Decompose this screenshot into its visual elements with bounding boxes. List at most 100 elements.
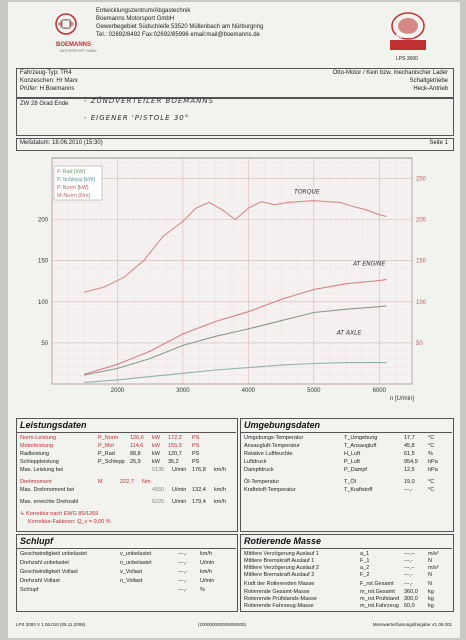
y-right-tick-label: 50: [416, 341, 423, 347]
table-row: Rotierende Prüfstands-Masse m_rot.Prüfsta…: [244, 595, 448, 603]
correction-norm: ↳ Korrektur nach EWG 80/1269: [20, 511, 99, 517]
series-point: [378, 279, 380, 282]
handwritten-note-2: - EIGENER 'PISTOLE 30°: [84, 114, 190, 122]
series-point: [182, 344, 184, 346]
series-point: [280, 364, 282, 366]
table-row: Norm-Leistung P_Norm 126,6 kW 172,2 PS: [20, 434, 232, 442]
row-symbol: a_1: [360, 551, 370, 557]
series-point: [162, 235, 164, 237]
engine-type: Otto-Motor / Kein bzw. mechanischer Lade…: [332, 70, 448, 76]
series-point: [287, 201, 289, 203]
row-symbol: P_Dampf: [344, 467, 367, 473]
row-unit: hPa: [428, 459, 438, 465]
maha-logo: [384, 10, 432, 54]
table-row: Schleppleistung P_Schlepp 25,9 kW 35,2 PS: [20, 458, 232, 466]
series-point: [116, 363, 119, 365]
vehicle-type: Fahrzeug-Typ: TR4: [20, 70, 72, 76]
row-unit: kg: [428, 603, 434, 609]
row-symbol: P_Schlepp: [98, 459, 125, 465]
row-value-kw: 114,6: [130, 443, 144, 449]
footer-serial: (100000000000000000): [198, 622, 247, 627]
max-rpm-speed: 179,4: [192, 499, 206, 505]
series-point: [385, 305, 387, 307]
footer-software: Messwerterfassungsfreigabe V1.09.001: [372, 622, 452, 627]
ignition-note: ZW 28 Grad Ende: [20, 101, 69, 107]
table-row: Umgebungs-Temperatur T_Umgebung 17,7 °C: [244, 434, 448, 442]
series-line-0: [84, 200, 386, 293]
series-point: [385, 279, 387, 281]
row-unit: N: [428, 581, 432, 587]
series-point: [313, 200, 315, 202]
row-unit-ps: PS: [192, 443, 200, 449]
x-tick-label: 4000: [242, 388, 256, 394]
row-symbol: F_1: [360, 558, 370, 564]
table-row: Mittlere Verzögerung Auslauf 1 a_1 ---,-- m…: [244, 550, 448, 558]
row-unit: m/s²: [428, 565, 439, 571]
row-unit: %: [200, 587, 205, 593]
row-unit-kw: kW: [152, 435, 160, 441]
company-line-3: Gewerbegebiet Südschleife 53520 Müllenba…: [96, 24, 264, 30]
x-tick-label: 2000: [111, 388, 125, 394]
series-point: [339, 201, 341, 203]
boemanns-logo: [46, 10, 86, 44]
rpm-unit: U/min: [172, 499, 187, 505]
environment-rows: Umgebungs-Temperatur T_Umgebung 17,7 °C Ansa…: [244, 434, 448, 494]
row-unit-kw: kW: [152, 443, 160, 449]
series-point: [234, 219, 236, 221]
row-value: 61,5: [404, 451, 415, 457]
row-label: Mittlere Bremskraft Auslauf 1: [244, 558, 315, 564]
series-point: [221, 209, 223, 211]
table-row: Motorleistung P_Mot 114,6 kW 155,9 PS: [20, 442, 232, 450]
series-point: [215, 335, 217, 337]
row-unit: m/s²: [428, 551, 439, 557]
max-power-row: Max. Leistung bei 6135 U/min 176,8 km/h: [20, 466, 232, 474]
max-torque-label: Max. Drehmoment bei: [20, 487, 75, 493]
max-rpm-value: 6225: [152, 499, 165, 505]
performance-title: Leistungsdaten: [20, 420, 87, 430]
row-unit: km/h: [200, 551, 212, 557]
y-right-tick-label: 150: [416, 259, 427, 265]
row-label: Radleistung: [20, 451, 50, 457]
series-point: [123, 276, 125, 278]
row-unit: kg: [428, 596, 434, 602]
series-point: [149, 357, 151, 360]
row-label: Kraft der Rotierenden Masse: [244, 581, 315, 587]
row-symbol: v_unbelastet: [120, 551, 152, 557]
row-unit-ps: PS: [192, 451, 200, 457]
series-point: [247, 366, 249, 369]
slip-box: [16, 534, 238, 612]
row-label: Mittlere Bremskraft Auslauf 2: [244, 572, 315, 578]
row-symbol: P_Rad: [98, 451, 115, 457]
x-tick-label: 5000: [307, 388, 321, 394]
dyno-model: LPS 3000: [396, 56, 418, 62]
series-point: [352, 205, 354, 208]
row-symbol: m_rot.Prüfstand: [360, 596, 400, 602]
gearbox-type: Schaltgetriebe: [409, 78, 448, 84]
table-row: Dampfdruck P_Dampf 12,5 hPa: [244, 466, 448, 474]
row-label: Rotierende Fahrzeug-Masse: [244, 603, 314, 609]
row-label: Rotierende Prüfstands-Masse: [244, 596, 317, 602]
max-power-speed: 176,8: [192, 467, 206, 473]
row-label: Geschwindigkeit Vollast: [20, 569, 78, 575]
series-point: [84, 381, 86, 383]
table-row: Kraftstoff-Temperatur T_Kraftstoff ---,- °C: [244, 486, 448, 494]
performance-rows: Norm-Leistung P_Norm 126,6 kW 172,2 PS Motorle…: [20, 434, 232, 474]
row-label: Norm-Leistung: [20, 435, 57, 441]
row-value-ps: 155,9: [168, 443, 182, 449]
row-unit: %: [428, 451, 433, 457]
row-label: Kraftstoff-Temperatur: [244, 487, 296, 493]
row-unit-kw: kW: [152, 451, 160, 457]
row-symbol: F_rot.Gesamt: [360, 581, 394, 587]
logo-subtext: MOTORSPORT GMBH: [60, 49, 97, 53]
performance-box: [16, 418, 238, 532]
chart-annotation: AT ENGINE: [352, 261, 385, 268]
row-label: Geschwindigkeit unbelastet: [20, 551, 87, 557]
speed-unit: km/h: [214, 487, 226, 493]
row-unit: km/h: [200, 569, 212, 575]
row-unit: N: [428, 558, 432, 564]
row-label: Rotierende Gesamt-Masse: [244, 589, 310, 595]
y-left-tick-label: 100: [38, 300, 49, 306]
drive-type: Heck-Antrieb: [413, 86, 448, 92]
series-point: [378, 362, 380, 364]
row-value: 19,0: [404, 479, 415, 485]
